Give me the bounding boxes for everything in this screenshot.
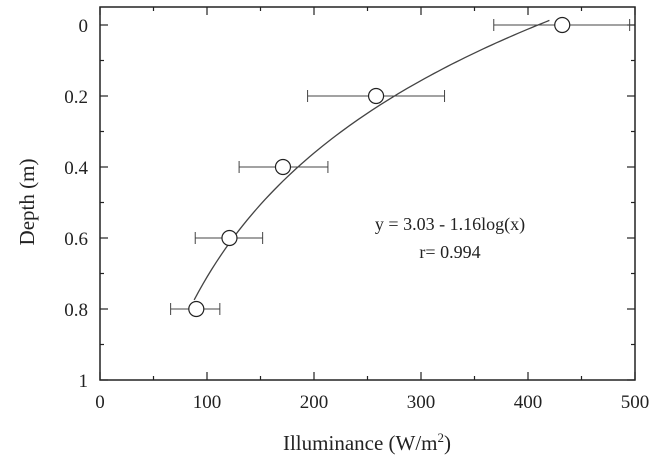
x-tick-label: 500: [621, 392, 650, 413]
axis-ticks: [99, 7, 636, 381]
y-tick-label: 0.6: [64, 229, 88, 250]
data-point: [367, 87, 385, 105]
x-axis-title-main: Illuminance (W/m: [283, 431, 438, 455]
x-tick-label: 300: [407, 392, 436, 413]
fit-curve: [193, 19, 550, 301]
x-tick-label: 200: [300, 392, 329, 413]
data-point: [274, 158, 292, 176]
y-tick-label: 0: [79, 16, 89, 37]
data-points: [188, 16, 571, 318]
plot-frame: [99, 6, 636, 381]
x-axis-title-suffix: ): [444, 431, 451, 455]
data-point: [554, 16, 571, 34]
error-bars: [170, 19, 631, 315]
y-tick-label: 0.4: [64, 158, 88, 179]
data-point: [188, 300, 205, 318]
y-tick-label: 0.8: [64, 300, 88, 321]
y-tick-label: 0.2: [64, 87, 88, 108]
x-tick-label: 100: [193, 392, 222, 413]
equation-annotation: y = 3.03 - 1.16log(x): [375, 214, 525, 235]
y-axis-title: Depth (m): [15, 159, 39, 246]
tick-labels: 0 100 200 300 400 500 0 0.2 0.4 0.6 0.8 1: [64, 16, 649, 413]
x-axis-title: Illuminance (W/m2): [283, 430, 451, 455]
y-tick-label: 1: [79, 371, 89, 392]
r-annotation: r= 0.994: [419, 242, 480, 262]
x-tick-label: 0: [95, 392, 105, 413]
data-point: [221, 229, 238, 247]
x-axis-title-sup: 2: [438, 430, 445, 445]
x-tick-label: 400: [514, 392, 543, 413]
